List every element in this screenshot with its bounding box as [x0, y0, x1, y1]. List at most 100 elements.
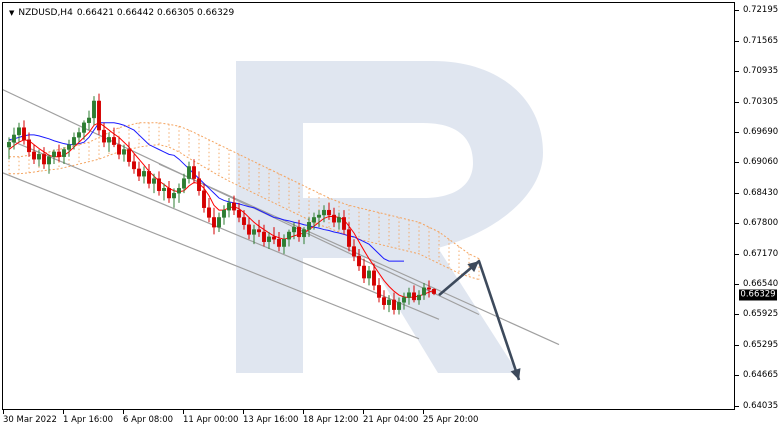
time-axis[interactable]: 30 Mar 2022 1 Apr 16:00 6 Apr 08:00 11 Apr …: [2, 410, 735, 430]
time-tick: [183, 410, 184, 414]
price-label: 0.67170: [743, 248, 779, 259]
price-label: 0.71565: [743, 35, 779, 46]
candle-body: [166, 188, 171, 199]
candle-body: [131, 161, 136, 170]
candle-body: [402, 297, 407, 303]
candle-body: [357, 256, 362, 267]
candle-body: [206, 207, 211, 218]
price-axis[interactable]: 0.72195 0.71565 0.70935 0.70305 0.69690 0.690…: [735, 2, 782, 411]
candle-body: [372, 270, 377, 286]
chart-header: ▼ NZDUSD,H4 0.66421 0.66442 0.66305 0.66…: [9, 8, 234, 18]
candle-body: [176, 188, 181, 194]
time-label: 1 Apr 16:00: [63, 415, 114, 425]
price-label: 0.69060: [743, 157, 779, 168]
forecast-up-arrowhead: [467, 261, 479, 273]
time-tick: [243, 410, 244, 414]
candle-body: [422, 287, 427, 296]
time-tick: [423, 410, 424, 414]
price-tick: [735, 375, 739, 377]
time-tick: [363, 410, 364, 414]
time-label: 25 Apr 20:00: [423, 415, 479, 425]
candle-body: [121, 149, 126, 155]
candle-body: [407, 292, 412, 298]
price-tick: [735, 71, 739, 73]
symbol-dropdown-icon[interactable]: ▼: [9, 9, 15, 17]
candle-body: [231, 202, 236, 211]
price-tick: [735, 131, 739, 133]
candle-body: [216, 217, 221, 228]
candle-body: [57, 151, 62, 157]
candle-body: [191, 166, 196, 179]
candle-body: [347, 229, 352, 247]
candle-body: [52, 151, 57, 157]
candle-body: [332, 214, 337, 223]
candle-body: [22, 127, 27, 140]
candle-body: [297, 226, 302, 238]
candle-body: [16, 127, 21, 136]
time-tick: [3, 410, 4, 414]
candle-body: [417, 294, 422, 301]
candle-body: [327, 209, 332, 216]
candle-body: [337, 217, 342, 223]
candle-body: [27, 139, 32, 153]
candle-body: [42, 154, 47, 165]
candle-body: [367, 270, 372, 279]
candle-body: [342, 217, 347, 230]
candle-body: [136, 168, 141, 177]
candle-body: [221, 209, 226, 218]
candle-body: [156, 178, 161, 191]
candle-body: [322, 209, 327, 216]
candle-body: [312, 217, 317, 223]
candle-body: [111, 137, 116, 145]
current-price-tag: 0.66329: [739, 289, 777, 301]
candle-body: [116, 144, 121, 155]
price-label: 0.64035: [743, 401, 779, 411]
candle-body: [262, 231, 267, 242]
candle-body: [211, 217, 216, 228]
candle-body: [62, 149, 67, 157]
candle-body: [287, 231, 292, 240]
price-label: 0.64665: [743, 370, 779, 381]
price-tick: [735, 10, 739, 11]
candle-body: [377, 285, 382, 298]
time-label: 18 Apr 12:00: [303, 415, 359, 425]
candle-body: [412, 292, 417, 301]
candle-body: [126, 149, 131, 162]
candle-body: [307, 222, 312, 230]
cloud-bottom-line: [9, 144, 480, 281]
candle-body: [6, 142, 11, 148]
price-tick: [735, 284, 739, 286]
time-label: 6 Apr 08:00: [123, 415, 174, 425]
channel-upper-line: [3, 89, 480, 316]
fast-ma-line: [8, 122, 435, 299]
time-tick: [63, 410, 64, 414]
price-label: 0.72195: [743, 5, 779, 15]
chart-canvas: [3, 61, 560, 381]
time-label: 21 Apr 04:00: [363, 415, 419, 425]
candle-body: [397, 302, 402, 310]
forecast-down-arrowhead: [510, 368, 521, 381]
time-label: 11 Apr 00:00: [183, 415, 239, 425]
price-chart-plot[interactable]: ▼ NZDUSD,H4 0.66421 0.66442 0.66305 0.66…: [2, 2, 735, 410]
price-tick: [735, 314, 739, 316]
candle-body: [392, 299, 397, 310]
candle-body: [32, 151, 37, 160]
candle-body: [186, 166, 191, 179]
candle-body: [37, 154, 42, 160]
price-label: 0.70305: [743, 96, 779, 107]
candle-body: [196, 178, 201, 191]
candle-body: [106, 137, 111, 143]
candle-body: [71, 137, 76, 145]
candle-body: [432, 289, 437, 294]
price-tick: [735, 162, 739, 164]
cloud-top-line: [9, 122, 480, 260]
candle-body: [141, 171, 146, 177]
candle-body: [387, 299, 392, 305]
candle-body: [292, 226, 297, 233]
candle-body: [171, 192, 176, 199]
candle-body: [236, 209, 241, 218]
price-label: 0.65925: [743, 309, 779, 320]
candle-body: [382, 297, 387, 305]
price-tick: [735, 253, 739, 255]
time-label: 30 Mar 2022: [3, 415, 57, 425]
